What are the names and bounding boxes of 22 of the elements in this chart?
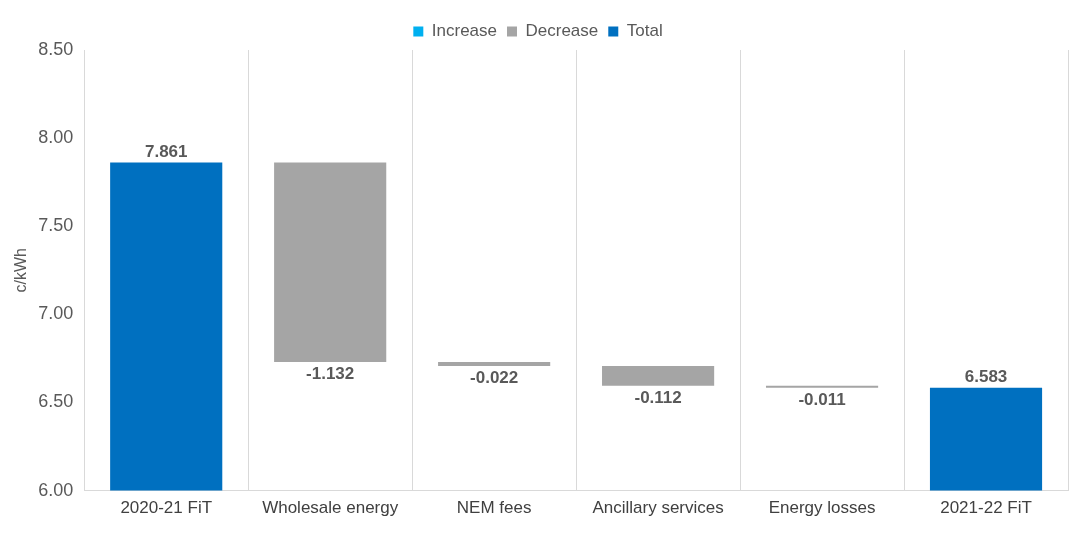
data-label: -0.011: [798, 389, 846, 409]
x-tick-label: Energy losses: [768, 498, 876, 518]
y-axis-title: c/kWh: [12, 248, 30, 293]
data-label: 7.861: [144, 141, 188, 161]
x-tick-label: NEM fees: [456, 498, 532, 518]
y-tick-label: 8.50: [38, 38, 74, 59]
y-tick-label: 6.50: [38, 391, 74, 412]
data-label: -0.112: [634, 387, 682, 407]
y-tick-label: 8.00: [38, 127, 74, 148]
x-tick-label: Ancillary services: [592, 498, 724, 518]
x-tick-label: Wholesale energy: [262, 498, 399, 518]
legend-label: Decrease: [525, 21, 599, 41]
data-label: -1.132: [306, 364, 355, 384]
x-tick-label: 2020-21 FiT: [120, 498, 213, 518]
data-label: -0.022: [470, 368, 519, 388]
x-tick-label: 2021-22 FiT: [940, 498, 1032, 518]
y-tick-label: 6.00: [38, 479, 74, 500]
y-tick-label: 7.50: [38, 215, 74, 236]
legend-label: Total: [626, 21, 663, 41]
y-tick-label: 7.00: [38, 303, 74, 324]
legend-label: Increase: [431, 21, 498, 41]
data-label: 6.583: [964, 367, 1008, 387]
